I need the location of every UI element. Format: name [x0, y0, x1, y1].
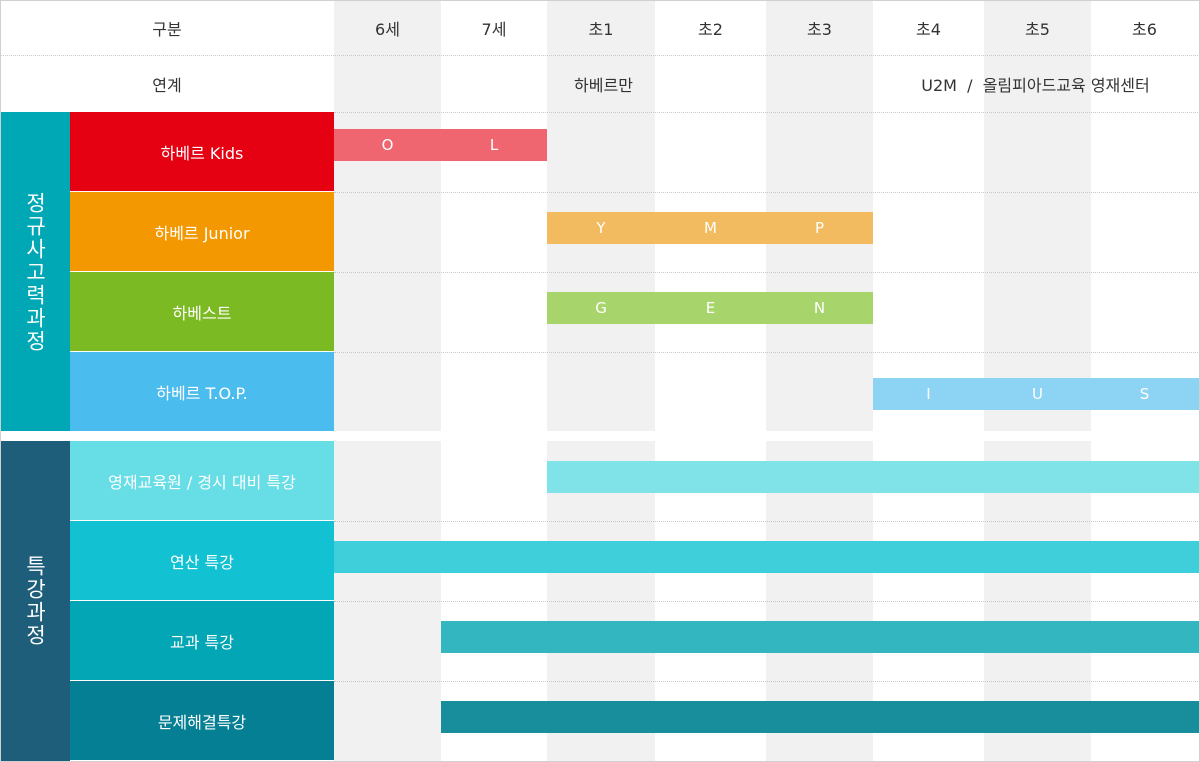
column-header: 초4 [916, 19, 941, 39]
column-header: 초6 [1132, 19, 1157, 39]
group-label: 정규사고력과정 [23, 191, 47, 353]
grid-line [334, 681, 1200, 682]
grid-line [334, 272, 1200, 273]
program-label: 영재교육원 / 경시 대비 특강 [70, 441, 334, 520]
bar-segment-label: P [814, 219, 825, 237]
program-label: 교과 특강 [70, 601, 334, 680]
bar-segment-label: O [381, 136, 394, 154]
grid-line [334, 521, 1200, 522]
program-bar [334, 129, 547, 161]
column-stripe [334, 0, 441, 431]
column-header: 6세 [375, 19, 400, 39]
program-label: 하베르 T.O.P. [70, 352, 334, 431]
bar-segment-label: U [1032, 385, 1043, 403]
bar-segment-label: L [489, 136, 499, 154]
grid-line [334, 112, 1200, 113]
program-bar [547, 461, 1200, 493]
column-header: 초2 [698, 19, 723, 39]
column-header: 7세 [481, 19, 507, 39]
program-label: 하베르 Kids [70, 112, 334, 191]
bar-segment-label: S [1139, 385, 1150, 403]
column-stripe [984, 0, 1091, 431]
program-label: 하베르 Junior [70, 192, 334, 271]
link-right-label: U2M / 올림피아드교육 영재센터 [921, 76, 1150, 95]
program-label: 연산 특강 [70, 521, 334, 600]
bar-segment-label: I [926, 385, 931, 403]
column-header: 초3 [807, 19, 832, 39]
program-bar [873, 378, 1200, 410]
program-bar [547, 212, 873, 244]
column-header: 초1 [588, 19, 614, 39]
program-bar [334, 541, 1200, 573]
group-gap [0, 431, 1200, 441]
bar-segment-label: Y [596, 219, 606, 237]
bar-segment-label: G [595, 299, 607, 317]
link-left-label: 하베르만 [574, 76, 633, 95]
group-cell: 특강과정 [0, 441, 70, 761]
grid-line [334, 352, 1200, 353]
link-header: 연계 [152, 76, 182, 95]
program-label: 하베스트 [70, 272, 334, 351]
program-label: 문제해결특강 [70, 681, 334, 760]
group-label: 특강과정 [23, 555, 47, 647]
bar-segment-label: N [813, 299, 826, 317]
program-bar [441, 621, 1200, 653]
category-header: 구분 [152, 19, 182, 39]
program-bar [547, 292, 873, 324]
grid-line [334, 601, 1200, 602]
bar-segment-label: E [705, 299, 716, 317]
program-bar [441, 701, 1200, 733]
column-header: 초5 [1025, 19, 1050, 39]
bar-segment-label: M [704, 219, 717, 237]
grid-line [0, 55, 1200, 56]
group-cell: 정규사고력과정 [0, 112, 70, 432]
grid-line [334, 192, 1200, 193]
